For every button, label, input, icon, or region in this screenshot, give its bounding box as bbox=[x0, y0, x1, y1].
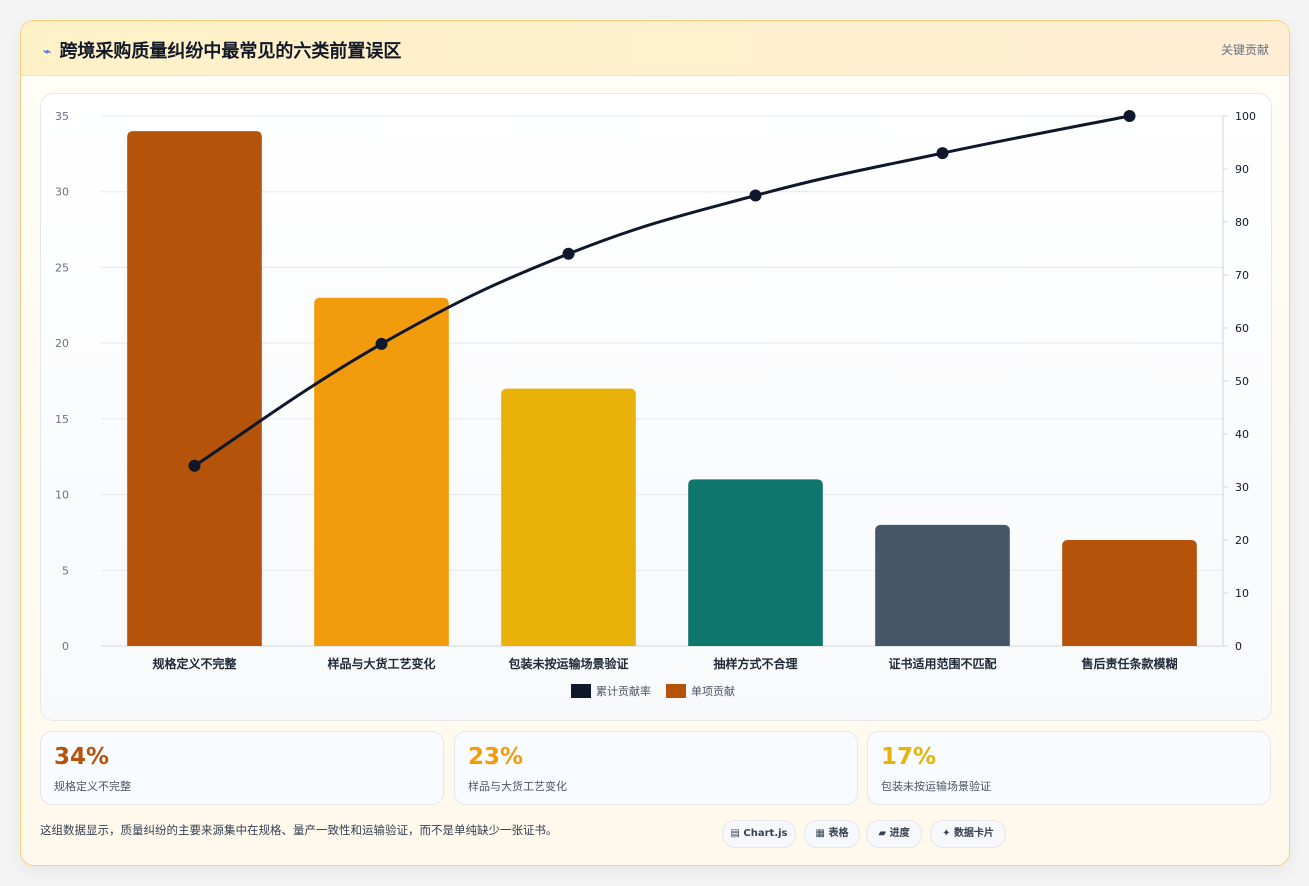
y-left-tick-label: 15 bbox=[55, 413, 69, 426]
chart-card: ⌁ 跨境采购质量纠纷中最常见的六类前置误区 关键贡献 0 5 10 15 20 25 30 35… bbox=[20, 20, 1290, 866]
page-title: ⌁ 跨境采购质量纠纷中最常见的六类前置误区 bbox=[43, 37, 401, 63]
x-tick-label: 证书适用范围不匹配 bbox=[888, 656, 996, 671]
stat-card-1: 34% 规格定义不完整 bbox=[40, 731, 444, 805]
cumulative-line bbox=[193, 114, 1130, 468]
y-right-tick-label: 80 bbox=[1235, 216, 1249, 229]
pareto-chart: 0 5 10 15 20 25 30 35 0 10 20 30 40 50 60 70 80 90 100 规格定义… bbox=[55, 110, 1256, 698]
legend-label: 累计贡献率 bbox=[596, 684, 651, 698]
chip-label: Chart.js bbox=[743, 828, 788, 839]
stat-label: 规格定义不完整 bbox=[54, 780, 131, 793]
cumulative-point bbox=[936, 147, 949, 160]
chip-label: 表格 bbox=[828, 828, 849, 839]
y-left-tick-label: 5 bbox=[62, 564, 69, 577]
card-header: ⌁ 跨境采购质量纠纷中最常见的六类前置误区 关键贡献 bbox=[21, 21, 1289, 76]
cumulative-point bbox=[375, 337, 388, 350]
lightning-icon: ⌁ bbox=[43, 44, 52, 60]
y-right-tick-label: 90 bbox=[1235, 163, 1249, 176]
y-left-tick-label: 30 bbox=[55, 186, 69, 199]
x-tick-label: 抽样方式不合理 bbox=[713, 656, 797, 671]
y-left-tick-label: 20 bbox=[55, 337, 69, 350]
chart-icon: ▤ bbox=[730, 828, 740, 839]
stat-label: 包装未按运输场景验证 bbox=[881, 780, 991, 793]
stat-card-3: 17% 包装未按运输场景验证 bbox=[867, 731, 1271, 805]
x-tick-label: 样品与大货工艺变化 bbox=[327, 656, 435, 671]
chip-table[interactable]: ▦ 表格 bbox=[804, 820, 860, 848]
y-right-tick-label: 20 bbox=[1235, 534, 1249, 547]
y-right-tick-label: 60 bbox=[1235, 322, 1249, 335]
y-right-tick-label: 70 bbox=[1235, 269, 1249, 282]
cumulative-point bbox=[1123, 110, 1136, 122]
chip-progress[interactable]: ▰ 进度 bbox=[866, 820, 922, 848]
bar bbox=[314, 297, 449, 646]
chip-label: 进度 bbox=[889, 828, 910, 839]
stat-card-2: 23% 样品与大货工艺变化 bbox=[454, 731, 858, 805]
progress-icon: ▰ bbox=[878, 828, 887, 839]
bar bbox=[501, 388, 636, 646]
stat-value: 34% bbox=[54, 744, 110, 770]
cumulative-point bbox=[749, 189, 762, 202]
y-right-tick-label: 50 bbox=[1235, 375, 1249, 388]
cumulative-point bbox=[188, 459, 201, 472]
data-card-icon: ✦ bbox=[942, 828, 951, 839]
bar bbox=[688, 479, 823, 646]
x-tick-label: 包装未按运输场景验证 bbox=[507, 656, 628, 671]
stat-value: 17% bbox=[881, 744, 937, 770]
y-left-tick-label: 25 bbox=[55, 261, 69, 274]
bar bbox=[875, 524, 1010, 646]
y-left-tick-label: 0 bbox=[62, 640, 69, 653]
stat-label: 样品与大货工艺变化 bbox=[468, 780, 567, 793]
legend-label: 单项贡献 bbox=[691, 684, 735, 698]
y-right-tick-label: 10 bbox=[1235, 587, 1249, 600]
y-right-tick-label: 30 bbox=[1235, 481, 1249, 494]
y-left-tick-label: 35 bbox=[55, 110, 69, 123]
chip-data-card[interactable]: ✦ 数据卡片 bbox=[930, 820, 1006, 848]
y-left-tick-label: 10 bbox=[55, 489, 69, 502]
cumulative-point bbox=[562, 247, 575, 260]
bar bbox=[127, 131, 262, 647]
x-tick-label: 售后责任条款模糊 bbox=[1081, 656, 1177, 671]
chart-panel: 0 5 10 15 20 25 30 35 0 10 20 30 40 50 60 70 80 90 100 规格定义… bbox=[40, 93, 1272, 721]
stat-value: 23% bbox=[468, 744, 524, 770]
header-right-label: 关键贡献 bbox=[1220, 43, 1269, 57]
title-text: 跨境采购质量纠纷中最常见的六类前置误区 bbox=[59, 41, 402, 62]
legend-swatch bbox=[666, 684, 686, 698]
footer-note: 这组数据显示，质量纠纷的主要来源集中在规格、量产一致性和运输验证，而不是单纯缺少… bbox=[40, 823, 558, 837]
y-right-tick-label: 40 bbox=[1235, 428, 1249, 441]
y-right-tick-label: 0 bbox=[1235, 640, 1242, 653]
chip-chartjs[interactable]: ▤ Chart.js bbox=[722, 820, 796, 848]
x-tick-label: 规格定义不完整 bbox=[152, 656, 236, 671]
bar bbox=[1062, 540, 1197, 646]
legend-swatch bbox=[571, 684, 591, 698]
chip-label: 数据卡片 bbox=[953, 828, 994, 839]
y-right-tick-label: 100 bbox=[1235, 110, 1256, 123]
table-icon: ▦ bbox=[815, 828, 825, 839]
